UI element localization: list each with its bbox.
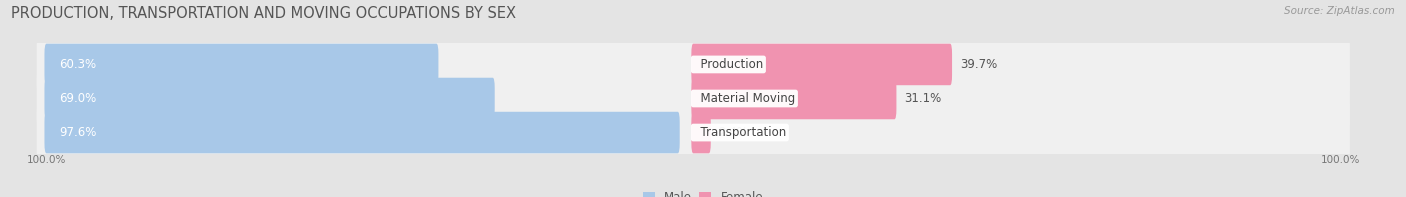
FancyBboxPatch shape [45, 78, 495, 119]
FancyBboxPatch shape [692, 78, 897, 119]
Text: Production: Production [693, 58, 763, 71]
FancyBboxPatch shape [692, 112, 711, 153]
Text: Transportation: Transportation [693, 126, 786, 139]
Text: 97.6%: 97.6% [59, 126, 97, 139]
Text: Source: ZipAtlas.com: Source: ZipAtlas.com [1284, 6, 1395, 16]
Legend: Male, Female: Male, Female [638, 186, 768, 197]
Text: 39.7%: 39.7% [960, 58, 997, 71]
FancyBboxPatch shape [45, 44, 439, 85]
FancyBboxPatch shape [45, 112, 679, 153]
Text: 69.0%: 69.0% [59, 92, 97, 105]
FancyBboxPatch shape [37, 98, 1350, 167]
Text: PRODUCTION, TRANSPORTATION AND MOVING OCCUPATIONS BY SEX: PRODUCTION, TRANSPORTATION AND MOVING OC… [11, 6, 516, 21]
FancyBboxPatch shape [692, 44, 952, 85]
Text: Material Moving: Material Moving [693, 92, 796, 105]
Text: 60.3%: 60.3% [59, 58, 97, 71]
Text: 2.4%: 2.4% [718, 126, 748, 139]
FancyBboxPatch shape [37, 64, 1350, 133]
Text: 31.1%: 31.1% [904, 92, 942, 105]
FancyBboxPatch shape [37, 30, 1350, 98]
